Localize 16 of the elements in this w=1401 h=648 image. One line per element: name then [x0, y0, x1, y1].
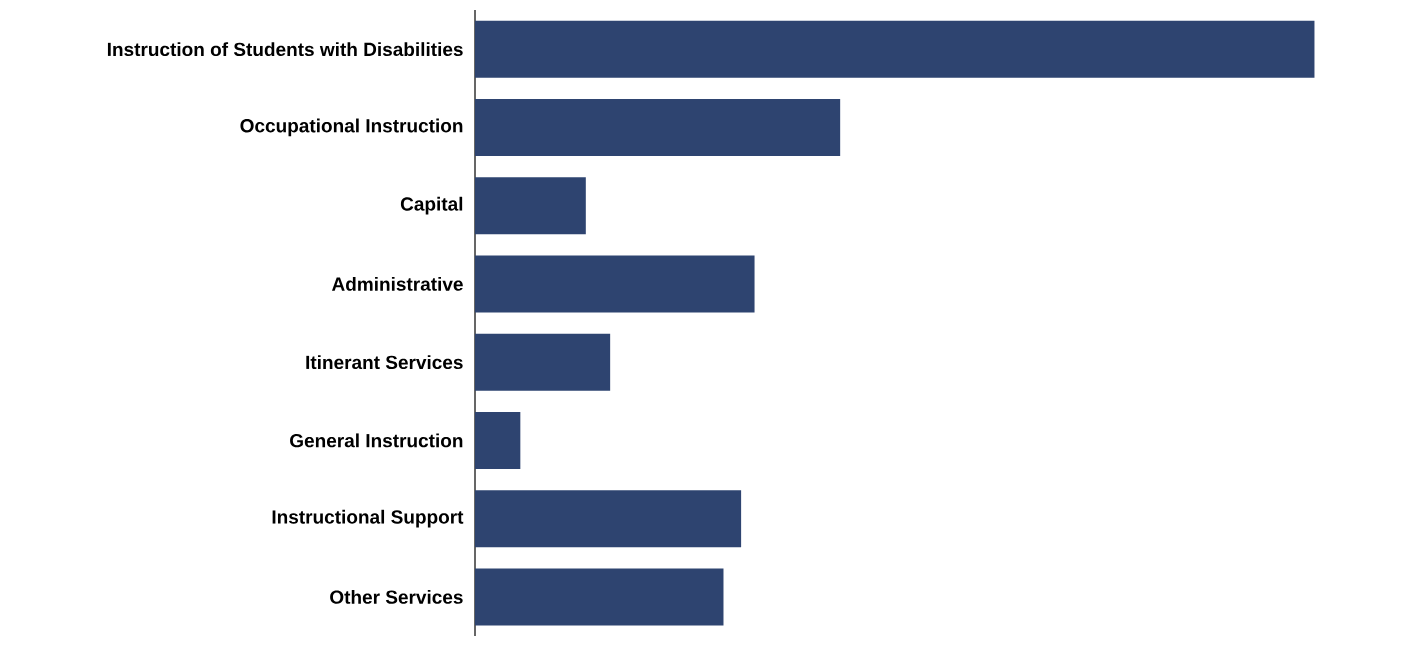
- bar: [475, 568, 724, 626]
- bar: [475, 177, 586, 235]
- y-tick-label: Itinerant Services: [306, 355, 463, 370]
- y-tick-label: Instructional Support: [272, 509, 464, 528]
- y-tick-label: Instruction of Students with Disabilities: [107, 42, 463, 57]
- bar: [475, 490, 742, 548]
- bar: [475, 98, 841, 156]
- bar: [475, 411, 521, 469]
- y-tick-label: Administrative: [331, 276, 463, 291]
- y-tick-label: General Instruction: [290, 433, 463, 448]
- y-tick-label: Occupational Instruction: [240, 118, 463, 137]
- bar: [475, 255, 755, 313]
- y-tick-label: Capital: [400, 196, 463, 215]
- y-tick-label: Other Services: [330, 589, 463, 604]
- bar: [475, 333, 611, 391]
- bar: [475, 20, 1315, 78]
